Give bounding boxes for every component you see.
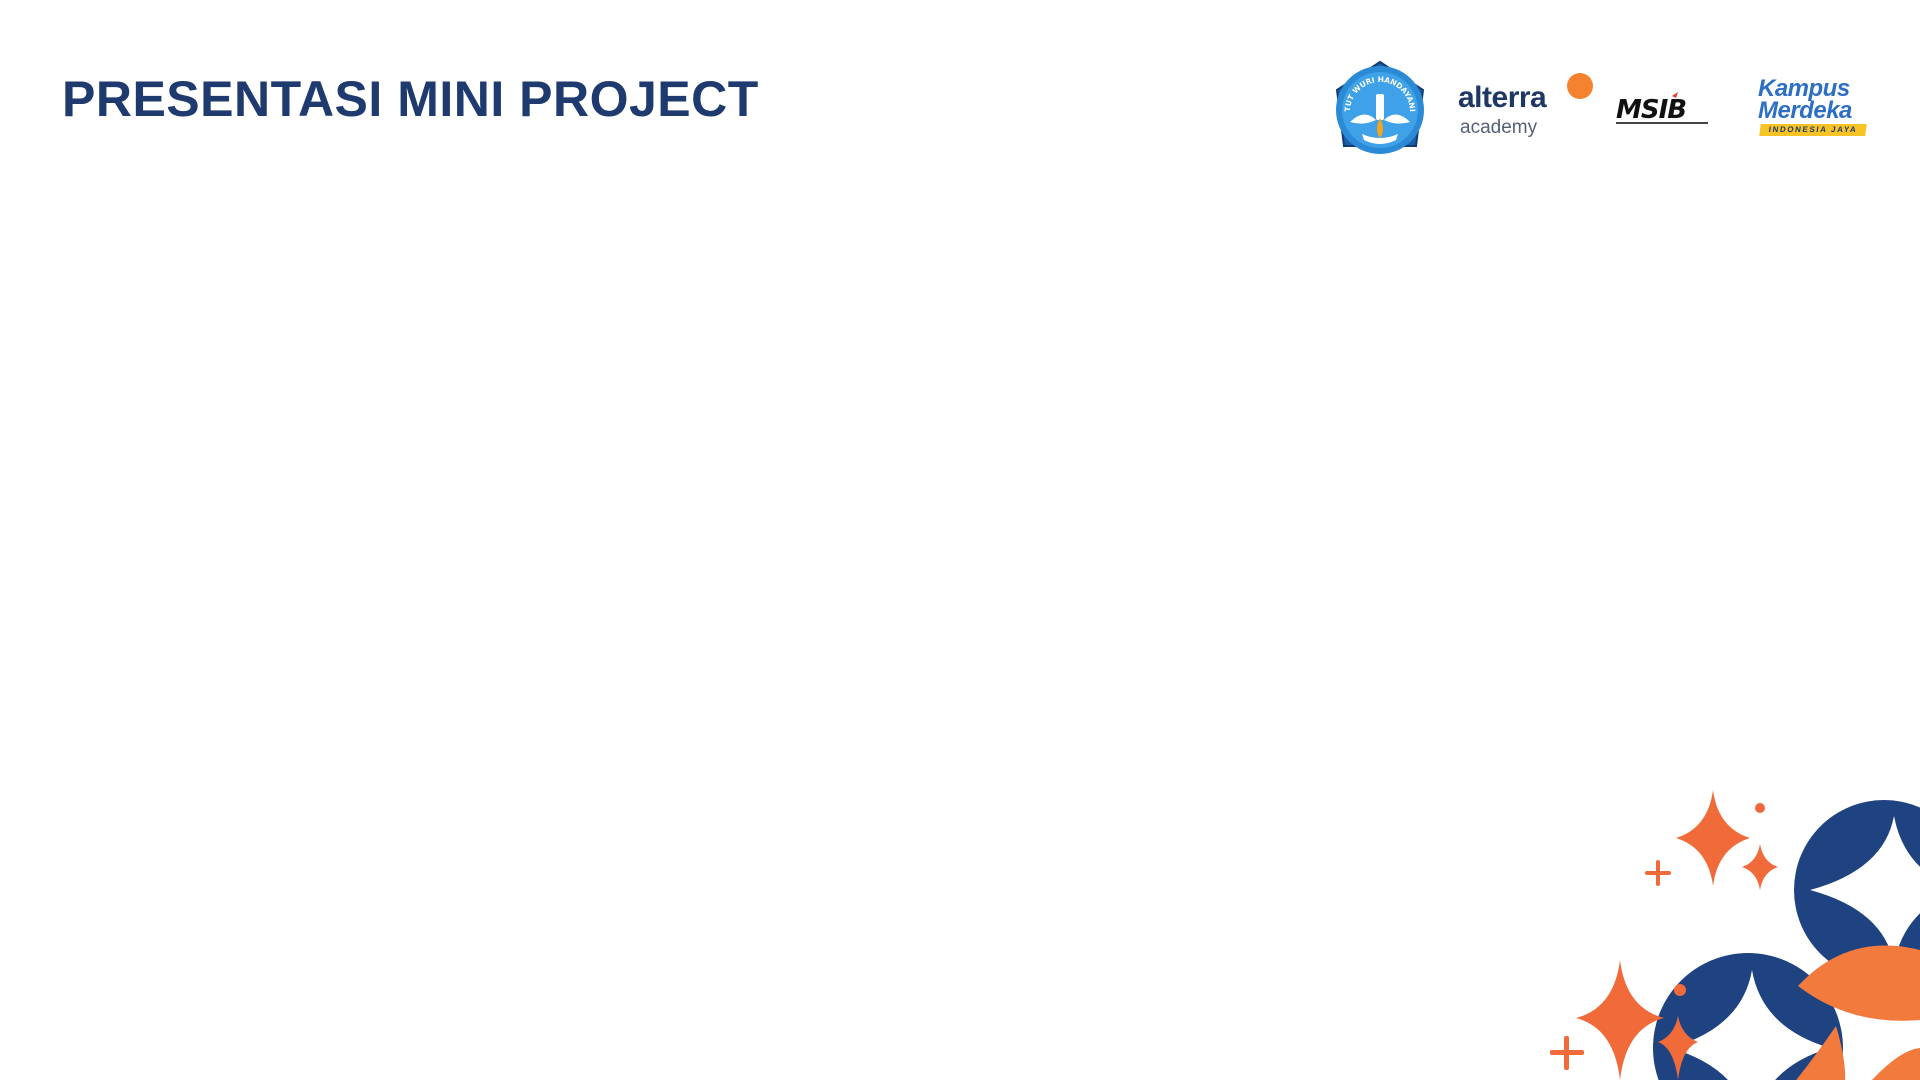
msib-logo: MSIB: [1614, 90, 1710, 130]
plus-sparkle-icon: [1550, 1036, 1584, 1070]
merdeka-wordmark: Merdeka: [1758, 97, 1852, 124]
alterra-dot-icon: [1567, 73, 1593, 99]
tut-wuri-handayani-logo: TUT WURI HANDAYANI: [1330, 60, 1430, 160]
sparkle-star-icon: [1742, 844, 1778, 890]
sparkle-star-icon: [1576, 960, 1664, 1080]
corner-decoration: [1550, 790, 1920, 1080]
sparkle-star-icon: [1676, 790, 1750, 886]
petal-flower-icon: [1653, 953, 1843, 1080]
kampus-wordmark: Kampus: [1758, 75, 1850, 102]
dot-icon: [1674, 984, 1686, 996]
indonesia-jaya-band: INDONESIA JAYA: [1759, 124, 1867, 136]
alterra-wordmark: alterra: [1458, 81, 1547, 114]
sparkle-star-icon: [1658, 1016, 1698, 1080]
slide-title: PRESENTASI MINI PROJECT: [62, 71, 759, 127]
alterra-academy-logo: alterra academy: [1458, 73, 1593, 143]
academy-wordmark: academy: [1460, 117, 1538, 138]
dot-icon: [1755, 803, 1765, 813]
svg-text:MSIB: MSIB: [1616, 95, 1686, 125]
petal-flower-icon: [1794, 800, 1920, 980]
plus-sparkle-icon: [1645, 860, 1671, 886]
partner-logos: TUT WURI HANDAYANI alterra academy MSIB: [1330, 55, 1870, 165]
tut-wuri-handayani-emblem-icon: TUT WURI HANDAYANI: [1335, 60, 1425, 154]
msib-wordmark-icon: MSIB: [1616, 92, 1708, 125]
kampus-merdeka-logo: Kampus Merdeka INDONESIA JAYA: [1758, 77, 1870, 143]
